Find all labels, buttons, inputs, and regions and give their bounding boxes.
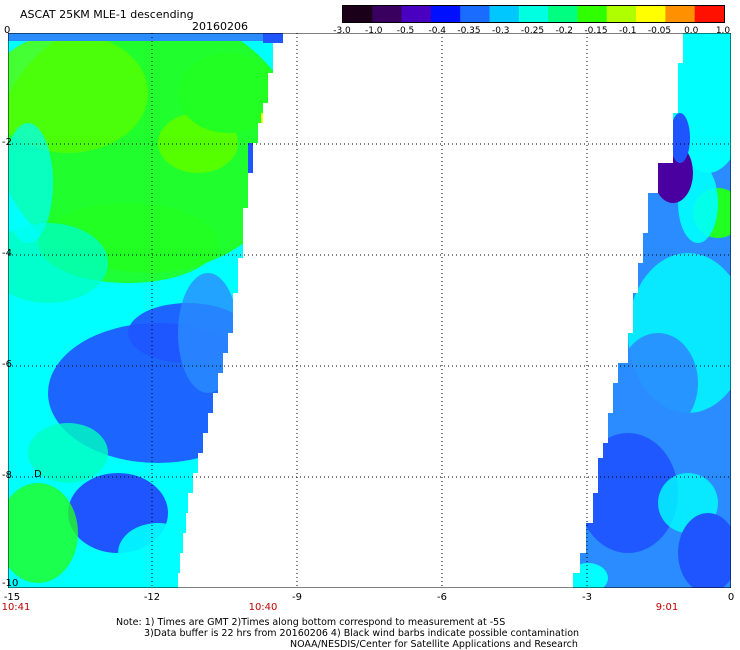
swath-cell <box>178 273 238 393</box>
colorbar-segment <box>343 6 373 22</box>
time-mid: 10:40 <box>248 602 278 613</box>
colorbar-segment <box>372 6 403 22</box>
colorbar-segment <box>548 6 579 22</box>
map-date: 20160206 <box>192 20 248 33</box>
swath-cell <box>678 513 731 588</box>
x-tick-3: -3 <box>582 592 592 603</box>
swath-cell <box>8 483 78 583</box>
colorbar-segment <box>606 6 637 22</box>
wind-barb-mark: D <box>34 469 42 480</box>
colorbar-label: -0.15 <box>584 26 608 36</box>
colorbar-label: -0.5 <box>396 26 415 36</box>
time-right: 9:01 <box>655 602 679 613</box>
swath-cell <box>178 53 278 133</box>
x-tick-0: 0 <box>727 592 735 603</box>
map-plot: D <box>7 32 732 589</box>
colorbar-segment <box>430 6 461 22</box>
swath-cell <box>263 33 283 43</box>
swath-cell <box>670 113 690 163</box>
x-tick-12: -12 <box>143 592 161 603</box>
swath-cell <box>8 223 108 303</box>
colorbar-segment <box>489 6 520 22</box>
x-tick-15: -15 <box>3 592 21 603</box>
colorbar-label: -3.0 <box>333 26 351 36</box>
colorbar-label: 0.0 <box>684 26 699 36</box>
colorbar-segment <box>401 6 432 22</box>
colorbar <box>342 5 725 23</box>
swath-cell <box>28 423 108 483</box>
swath-cell <box>8 123 53 243</box>
colorbar-label: -0.4 <box>428 26 447 36</box>
note-line-3: NOAA/NESDIS/Center for Satellite Applica… <box>290 639 578 650</box>
colorbar-label: -1.0 <box>364 26 383 36</box>
map-title: ASCAT 25KM MLE-1 descending <box>20 8 194 21</box>
y-tick-10: -10 <box>2 578 19 589</box>
colorbar-segment <box>518 6 549 22</box>
colorbar-segment <box>665 6 696 22</box>
y-tick-0: 0 <box>4 25 11 36</box>
colorbar-label: -0.2 <box>555 26 574 36</box>
colorbar-segment <box>460 6 491 22</box>
map-svg: D <box>7 32 732 589</box>
y-tick-4: -4 <box>2 248 12 259</box>
colorbar-label: -0.05 <box>647 26 672 36</box>
swath-right <box>573 33 731 588</box>
time-left: 10:41 <box>1 602 31 613</box>
colorbar-label: -0.35 <box>457 26 481 36</box>
swath-cell <box>578 433 678 553</box>
swath-cell <box>8 33 283 41</box>
colorbar-label: -0.25 <box>520 26 545 36</box>
colorbar-segment <box>694 6 724 22</box>
colorbar-label: -0.1 <box>618 26 637 36</box>
y-tick-8: -8 <box>2 470 12 481</box>
swath-cell <box>253 63 273 113</box>
swath-cell <box>248 143 263 183</box>
x-tick-9: -9 <box>292 592 302 603</box>
note-line-2: 3)Data buffer is 22 hrs from 20160206 4)… <box>144 628 580 639</box>
colorbar-segment <box>636 6 666 22</box>
swath-cell <box>618 333 698 433</box>
y-tick-6: -6 <box>2 359 12 370</box>
y-tick-2: -2 <box>2 137 12 148</box>
gridlines <box>8 33 731 588</box>
note-line-1: Note: 1) Times are GMT 2)Times along bot… <box>116 617 506 628</box>
swath-cell <box>118 523 198 583</box>
colorbar-label: -0.3 <box>491 26 510 36</box>
colorbar-label: 1.0 <box>715 26 731 36</box>
colorbar-segment <box>577 6 608 22</box>
x-tick-6: -6 <box>437 592 447 603</box>
